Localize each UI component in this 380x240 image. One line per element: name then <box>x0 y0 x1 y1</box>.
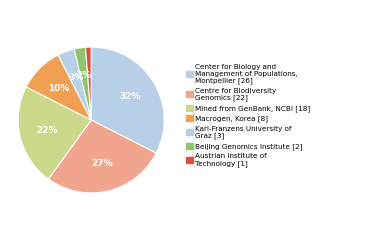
Wedge shape <box>18 87 91 179</box>
Text: 32%: 32% <box>119 92 141 101</box>
Legend: Center for Biology and
Management of Populations,
Montpellier [26], Centre for B: Center for Biology and Management of Pop… <box>186 64 310 167</box>
Wedge shape <box>26 55 91 120</box>
Text: 22%: 22% <box>36 126 58 135</box>
Text: 10%: 10% <box>49 84 70 92</box>
Wedge shape <box>48 120 156 193</box>
Wedge shape <box>91 47 164 153</box>
Wedge shape <box>58 49 91 120</box>
Wedge shape <box>74 47 91 120</box>
Text: 3%: 3% <box>68 73 83 82</box>
Wedge shape <box>86 47 91 120</box>
Text: 27%: 27% <box>91 160 112 168</box>
Text: 2%: 2% <box>76 71 92 80</box>
